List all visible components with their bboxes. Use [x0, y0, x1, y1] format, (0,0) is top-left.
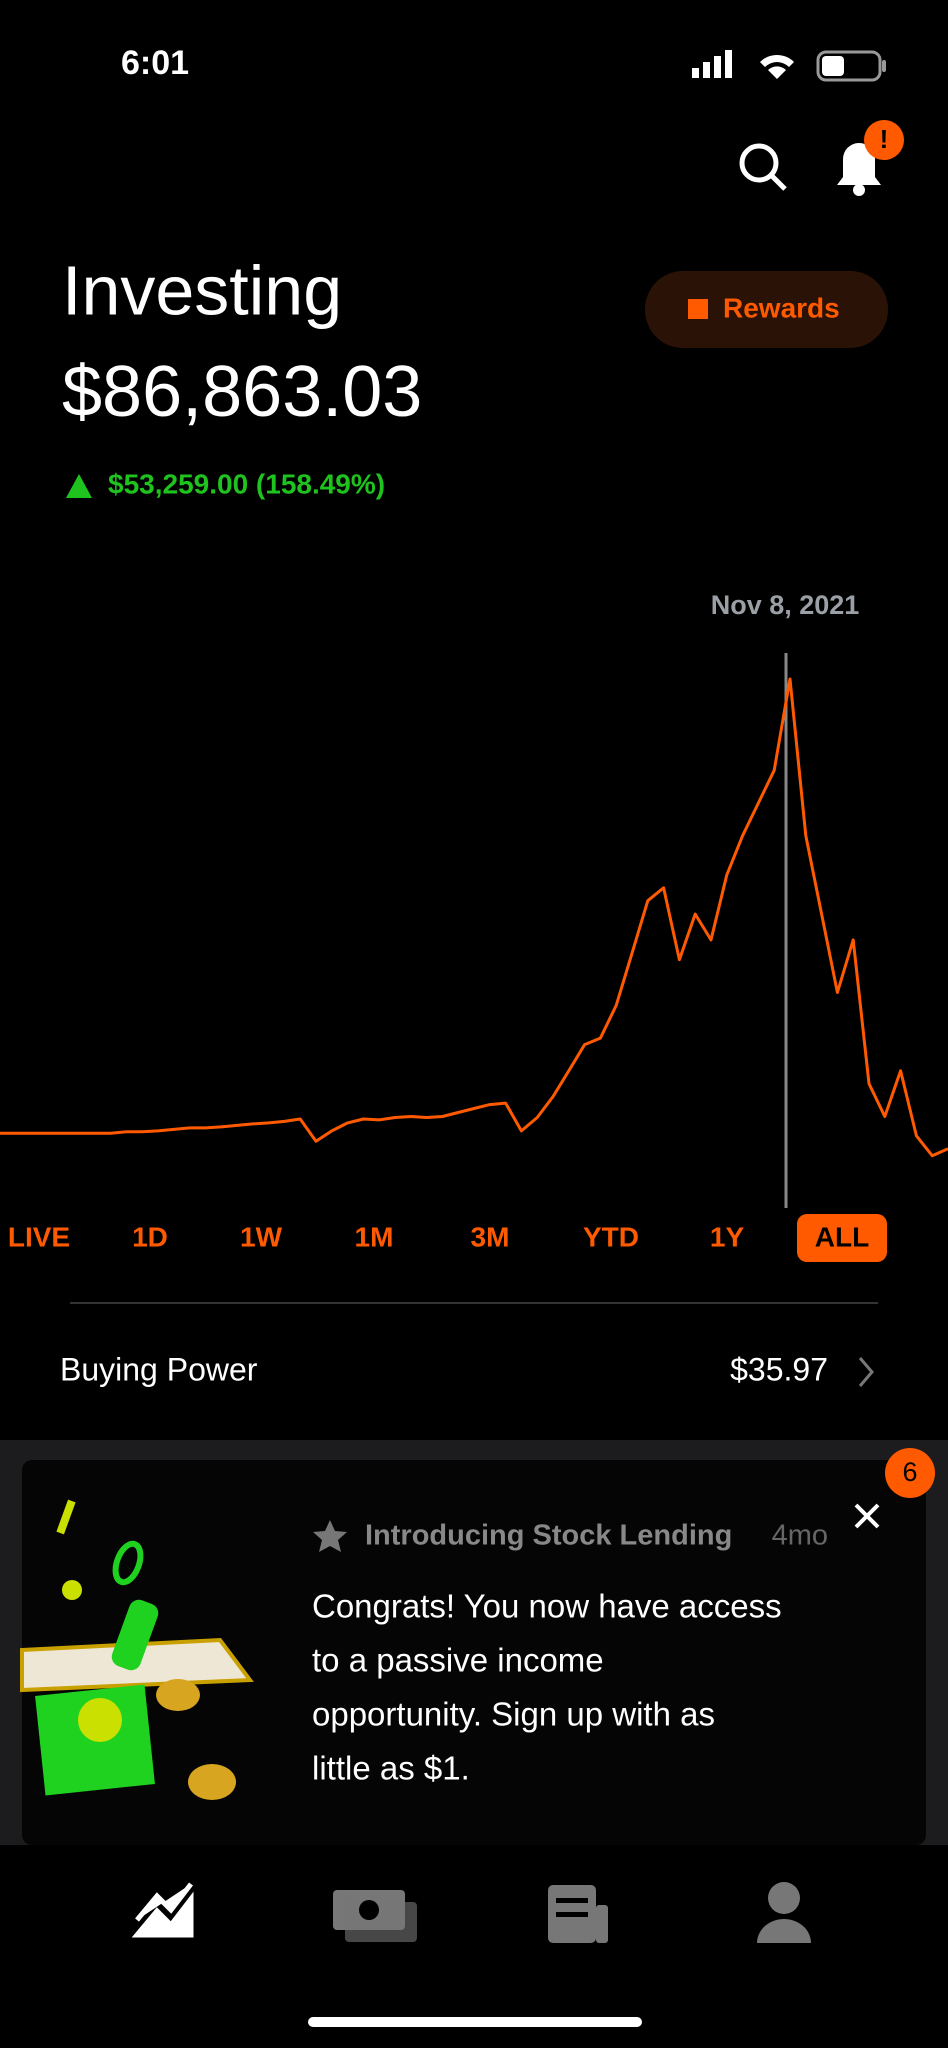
nav-investing[interactable]	[131, 1882, 194, 1938]
rewards-label: Rewards	[723, 292, 840, 323]
tab-bar	[0, 1845, 948, 2048]
buying-power-value: $35.97	[730, 1351, 828, 1387]
range-tab[interactable]: 1M	[355, 1221, 394, 1252]
home-indicator	[308, 2017, 642, 2027]
chart-line	[0, 677, 948, 1158]
tab-selected[interactable]	[797, 1214, 887, 1262]
buying-power-label: Buying Power	[60, 1351, 258, 1387]
range-tab[interactable]: 1D	[132, 1221, 168, 1252]
card-illustration	[20, 1499, 254, 1800]
search-icon[interactable]	[739, 143, 787, 191]
card-title: Introducing Stock Lending	[365, 1520, 732, 1552]
chevron	[858, 1357, 874, 1387]
card[interactable]	[22, 1460, 926, 1845]
range-tabs: LIVE 1D 1W 1M 3M YTD 1Y ALL	[8, 1214, 887, 1262]
gain: $53,259.00 (158.49%)	[108, 468, 385, 499]
close-button[interactable]	[854, 1503, 880, 1529]
nav-news[interactable]	[548, 1885, 608, 1943]
nav-cash[interactable]	[333, 1890, 417, 1942]
chart-annotation: Nov 8, 2021	[711, 590, 860, 620]
alert-badge-text: !	[880, 124, 889, 154]
range-tab[interactable]: 1Y	[710, 1221, 745, 1252]
card-badge	[885, 1448, 935, 1498]
star-icon	[313, 1520, 347, 1552]
nav-account[interactable]	[757, 1882, 811, 1943]
rewards-button[interactable]	[645, 271, 888, 348]
card-badge-text: 6	[902, 1457, 917, 1487]
card-body-line: opportunity. Sign up with as	[312, 1696, 715, 1733]
range-tab[interactable]: LIVE	[8, 1221, 70, 1252]
status-icons	[692, 50, 886, 82]
card-body-line: to a passive income	[312, 1642, 604, 1679]
card-body-line: little as $1.	[312, 1750, 470, 1787]
gift-icon	[688, 299, 708, 319]
status-time: 6:01	[121, 44, 189, 82]
card-age: 4mo	[772, 1520, 828, 1552]
page-title: Investing	[62, 251, 342, 329]
range-tab[interactable]: 1W	[240, 1221, 283, 1252]
card-body-line: Congrats! You now have access	[312, 1588, 782, 1625]
range-tab[interactable]: ALL	[815, 1221, 869, 1252]
gain-arrow	[66, 474, 92, 498]
alert-badge	[864, 120, 904, 160]
range-tab[interactable]: 3M	[471, 1221, 510, 1252]
chart	[0, 677, 948, 1158]
card-body: Congrats! You now have access to a passiv…	[312, 1588, 782, 1787]
buying-power-row[interactable]: Buying Power $35.97	[60, 1351, 874, 1387]
balance: $86,863.03	[62, 352, 422, 432]
range-tab[interactable]: YTD	[583, 1221, 639, 1252]
